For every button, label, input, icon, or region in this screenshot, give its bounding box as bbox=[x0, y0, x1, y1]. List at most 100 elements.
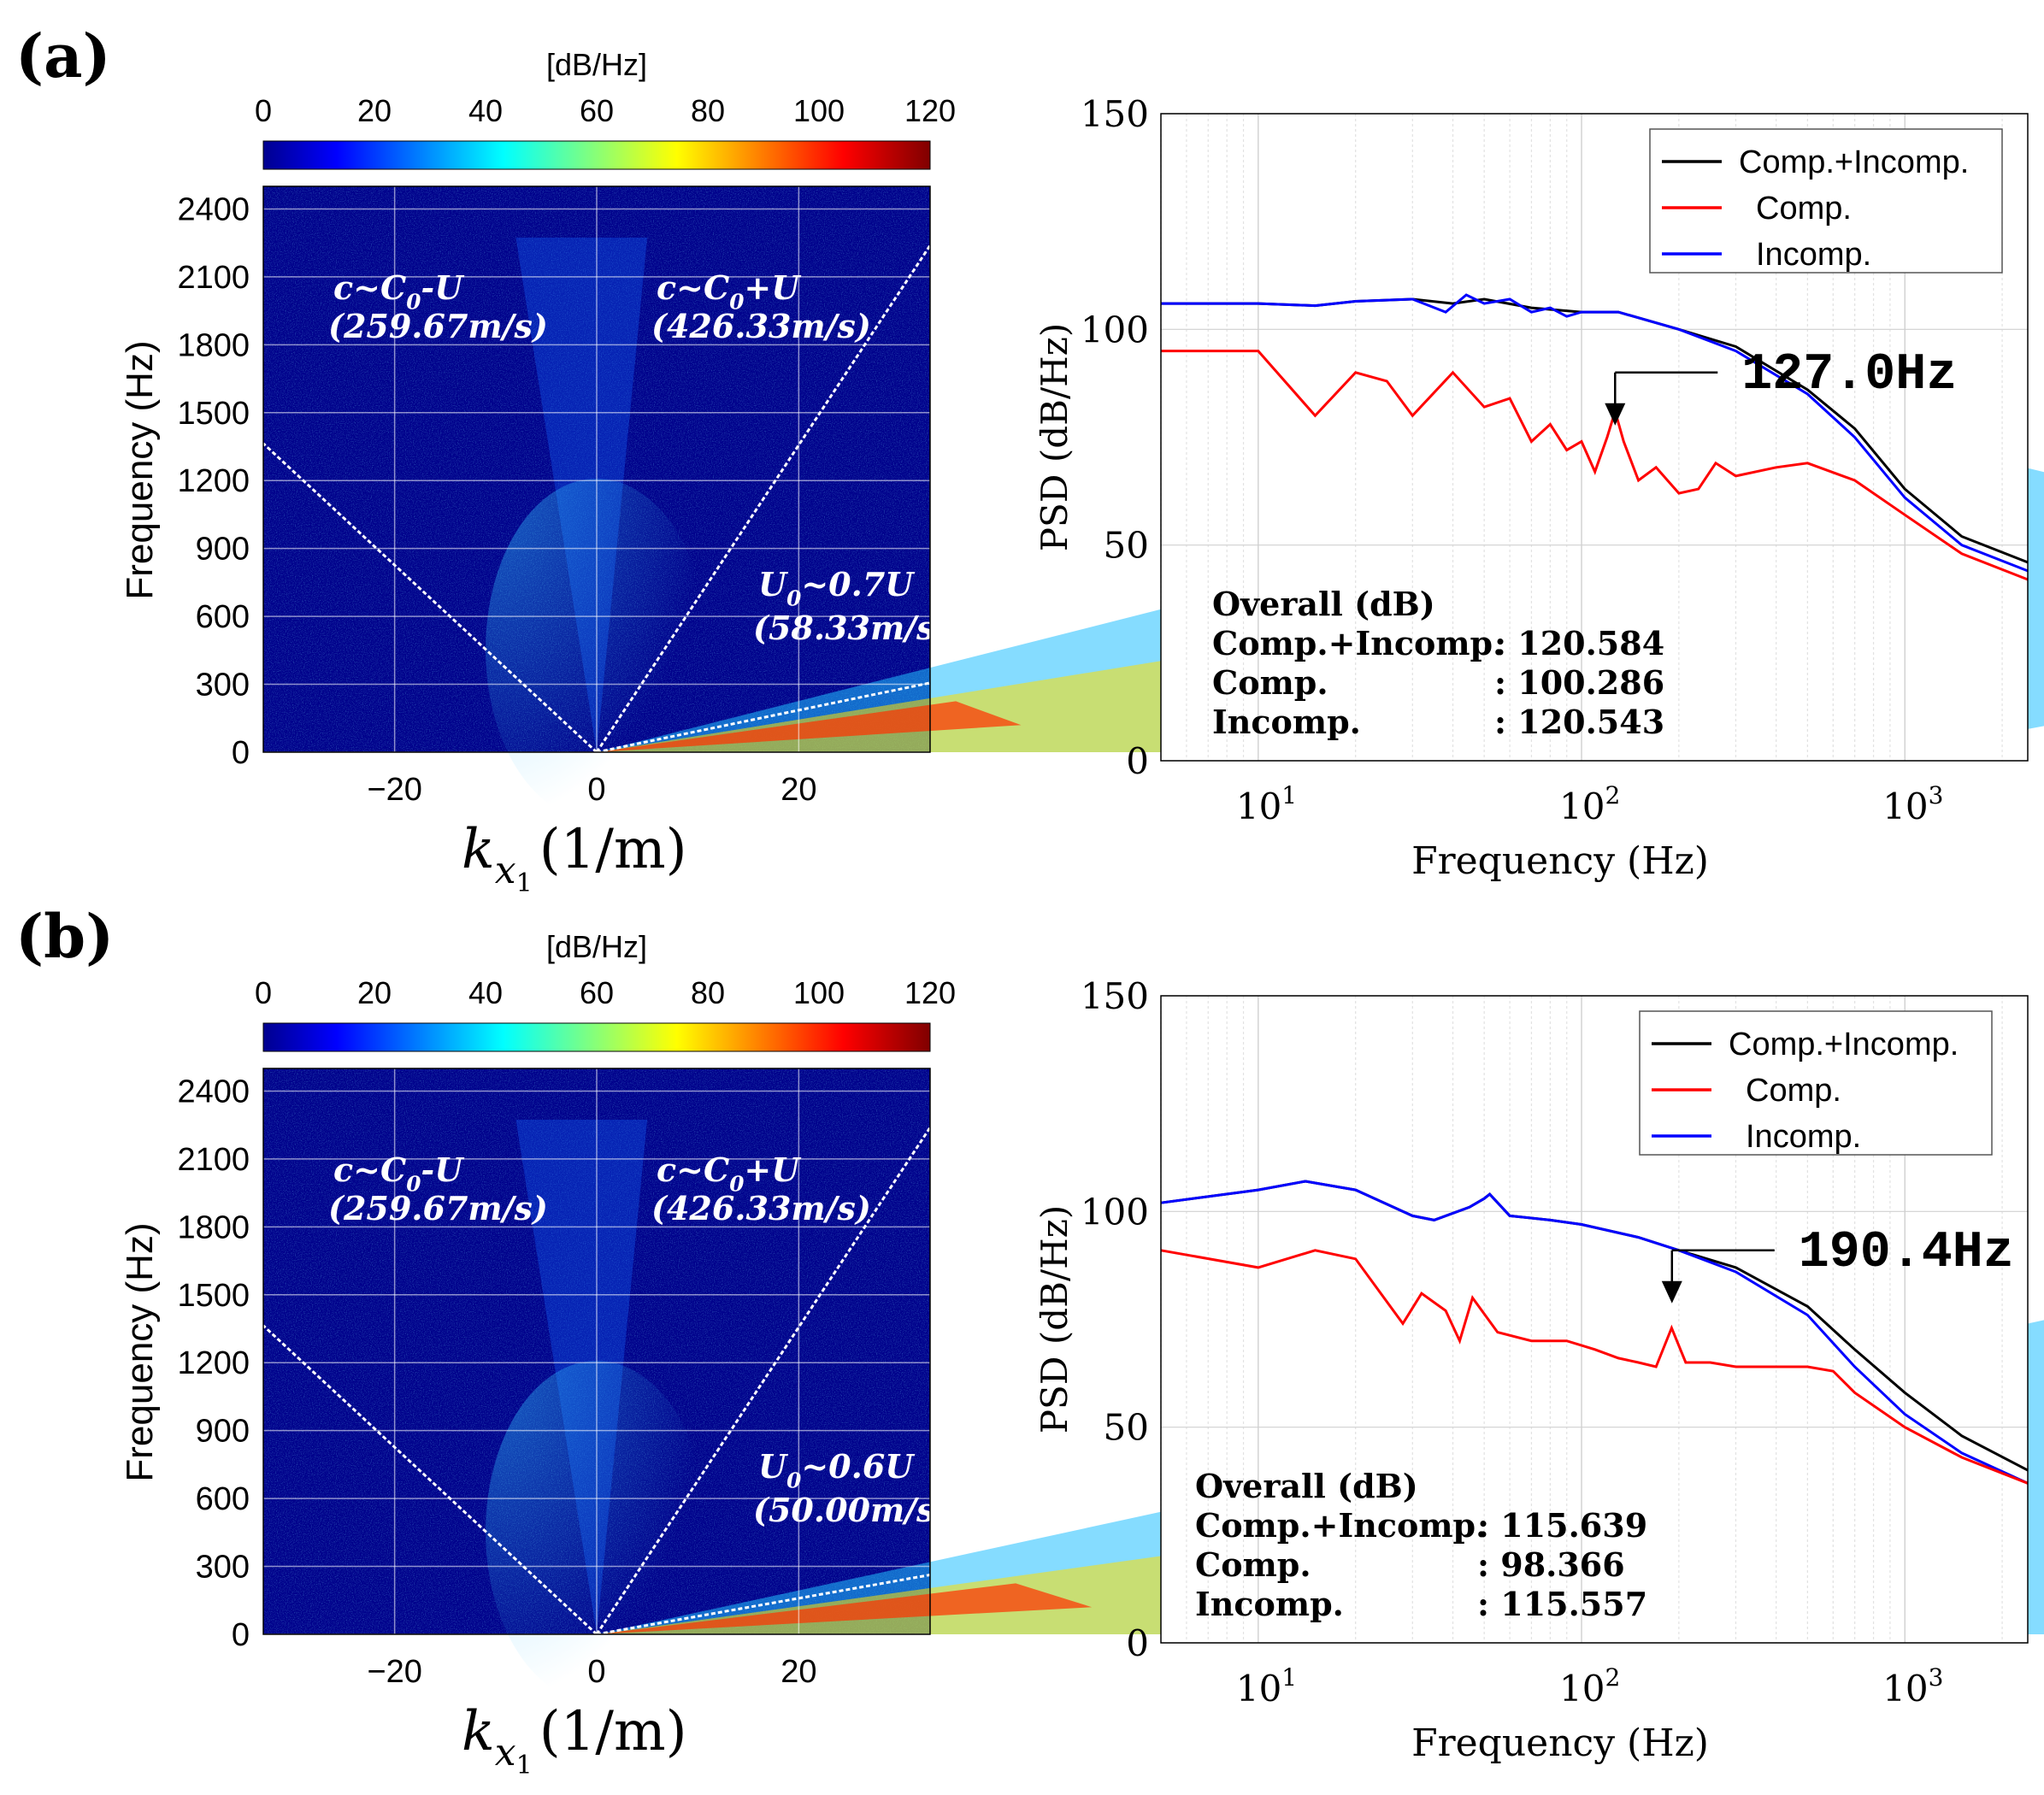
panel-a: (a) [dB/Hz] 0 20 40 60 80 100 120 c~C0-U(259.67m/… bbox=[15, 21, 2044, 898]
overall-row-name: Comp.+Incomp. bbox=[1195, 1506, 1487, 1545]
panels: (a) [dB/Hz]0 20 40 60 80 100 120c~C0-U(259.67m/… bbox=[15, 21, 2044, 1780]
heatmap-x-tick-label: −20 bbox=[367, 772, 421, 808]
overall-row-value: : 120.543 bbox=[1494, 703, 1664, 741]
colorbar-tick-label: 20 bbox=[357, 975, 392, 1010]
dispersion-line-label: c~C0+U bbox=[657, 268, 802, 314]
annotation-arrowhead bbox=[1605, 403, 1626, 426]
heatmap-y-tick-label: 1500 bbox=[177, 1278, 250, 1314]
psd-y-tick-label: 100 bbox=[1081, 309, 1149, 350]
heatmap-y-tick-label: 2400 bbox=[177, 191, 250, 227]
dispersion-line-label: U0~0.6U bbox=[758, 1447, 916, 1492]
heatmap-y-tick-label: 600 bbox=[196, 1481, 250, 1517]
legend-entry: Comp.+Incomp. bbox=[1729, 1027, 1959, 1062]
colorbar-tick-label: 0 bbox=[255, 93, 272, 128]
panel-label: (b) bbox=[15, 901, 114, 972]
psd-x-tick-label: 103 bbox=[1882, 1663, 1943, 1710]
overall-row-value: : 115.639 bbox=[1477, 1506, 1647, 1545]
psd-y-tick-label: 100 bbox=[1081, 1191, 1149, 1233]
colorbar-tick-label: 60 bbox=[580, 975, 614, 1010]
dispersion-line-speed: (426.33m/s) bbox=[651, 307, 871, 345]
psd-frame bbox=[1160, 113, 2029, 762]
heatmap-y-tick-label: 1500 bbox=[177, 396, 250, 432]
psd-x-label: Frequency (Hz) bbox=[1411, 839, 1709, 883]
psd-series-incomp bbox=[1160, 1180, 2029, 1485]
overall-title: Overall (dB) bbox=[1195, 1467, 1418, 1505]
colorbar-tick-label: 60 bbox=[580, 93, 614, 128]
overall-row-name: Comp. bbox=[1195, 1545, 1311, 1584]
heatmap-y-tick-label: 1200 bbox=[177, 1345, 250, 1381]
psd-x-tick-label: 102 bbox=[1559, 1663, 1620, 1710]
convective-ridge-peak bbox=[597, 1583, 1093, 1634]
heatmap-y-tick-label: 1200 bbox=[177, 463, 250, 499]
annotation-label: 190.4Hz bbox=[1799, 1224, 2014, 1282]
dispersion-line bbox=[262, 1324, 598, 1636]
heatmap-y-tick-label: 0 bbox=[232, 735, 250, 771]
colorbar-tick-label: 120 bbox=[904, 93, 956, 128]
heatmap-y-tick-label: 300 bbox=[196, 668, 250, 703]
psd-x-tick-label: 101 bbox=[1236, 781, 1297, 827]
peak-annotation: 127.0Hz bbox=[1605, 346, 1957, 426]
colorbar-tick-label: 80 bbox=[691, 93, 725, 128]
colorbar-tick-label: 120 bbox=[904, 975, 956, 1010]
psd-y-label: PSD (dB/Hz) bbox=[1034, 323, 1075, 551]
legend-entry: Comp. bbox=[1746, 1073, 1841, 1109]
psd-legend: Comp.+Incomp. Comp. Incomp. bbox=[1649, 128, 2003, 274]
legend-box bbox=[1639, 1010, 1993, 1156]
psd-y-tick-label: 0 bbox=[1126, 740, 1149, 782]
psd-y-tick-label: 50 bbox=[1104, 525, 1149, 567]
overall-row-value: : 115.557 bbox=[1477, 1585, 1647, 1623]
dispersion-line bbox=[595, 244, 932, 753]
dispersion-line-speed: (58.33m/s) bbox=[753, 609, 950, 647]
psd-legend: Comp.+Incomp. Comp. Incomp. bbox=[1639, 1010, 1993, 1156]
colorbar-tick-label: 40 bbox=[468, 93, 503, 128]
psd-y-tick-label: 150 bbox=[1081, 975, 1149, 1017]
heatmap-y-tick-label: 2100 bbox=[177, 1142, 250, 1178]
annotation-label: 127.0Hz bbox=[1741, 346, 1957, 404]
panel-label: (a) bbox=[15, 21, 111, 91]
dispersion-line bbox=[596, 681, 931, 754]
colorbar-tick-label: 40 bbox=[468, 975, 503, 1010]
overall-row-name: Comp. bbox=[1212, 663, 1328, 702]
heatmap-y-label: Frequency (Hz) bbox=[119, 1222, 161, 1481]
colorbar-tick-label: 80 bbox=[691, 975, 725, 1010]
heatmap-y-tick-label: 300 bbox=[196, 1550, 250, 1586]
overall-row-name: Incomp. bbox=[1212, 703, 1361, 741]
heatmap-y-tick-label: 900 bbox=[196, 1414, 250, 1450]
heatmap-y-label: Frequency (Hz) bbox=[119, 340, 161, 599]
dispersion-line-speed: (50.00m/s) bbox=[753, 1491, 950, 1529]
overall-row-name: Incomp. bbox=[1195, 1585, 1344, 1623]
heatmap-x-tick-label: 0 bbox=[587, 1654, 605, 1690]
overall-title: Overall (dB) bbox=[1212, 585, 1435, 623]
psd-y-tick-label: 150 bbox=[1081, 93, 1149, 135]
overall-row-value: : 98.366 bbox=[1477, 1545, 1625, 1584]
heatmap-y-tick-label: 2100 bbox=[177, 260, 250, 296]
colorbar-label: [dB/Hz] bbox=[546, 47, 647, 82]
dispersion-line-label: U0~0.7U bbox=[758, 565, 916, 610]
heatmap-y-tick-label: 600 bbox=[196, 599, 250, 635]
colorbar bbox=[262, 1022, 931, 1052]
dispersion-line bbox=[596, 1573, 931, 1636]
psd-y-tick-label: 0 bbox=[1126, 1622, 1149, 1664]
peak-annotation: 190.4Hz bbox=[1661, 1224, 2014, 1304]
colorbar-tick-label: 0 bbox=[255, 975, 272, 1010]
psd-x-tick-label: 101 bbox=[1236, 1663, 1297, 1710]
legend-box bbox=[1649, 128, 2003, 274]
heatmap-x-tick-label: −20 bbox=[367, 1654, 421, 1690]
panel-b: (b) [dB/Hz] 0 20 40 60 80 100 120 c~C0-U(259.67m/… bbox=[15, 901, 2044, 1780]
heatmap-y-tick-label: 1800 bbox=[177, 1209, 250, 1245]
colorbar-tick-label: 100 bbox=[793, 93, 845, 128]
colorbar bbox=[262, 140, 931, 170]
convective-ridge-peak bbox=[597, 701, 1022, 752]
psd-plot: 0 50 100 150 101 102 103 Frequency (Hz) PSD (dB/… bbox=[1034, 93, 2029, 883]
overall-levels: Overall (dB)Comp.+Incomp.: 120.584 Comp.:… bbox=[1212, 585, 1664, 741]
legend-entry: Comp.+Incomp. bbox=[1739, 144, 1969, 180]
colorbar-tick-label: 100 bbox=[793, 975, 845, 1010]
psd-series-comp bbox=[1161, 350, 2029, 581]
dispersion-line-speed: (259.67m/s) bbox=[328, 1189, 548, 1227]
psd-x-tick-label: 102 bbox=[1559, 781, 1620, 827]
heatmap-x-label: kx1(1/m) bbox=[462, 818, 687, 898]
overall-levels: Overall (dB)Comp.+Incomp.: 115.639 Comp.:… bbox=[1195, 1467, 1647, 1623]
psd-frame bbox=[1160, 995, 2029, 1644]
heatmap-x-label: kx1(1/m) bbox=[462, 1700, 687, 1780]
